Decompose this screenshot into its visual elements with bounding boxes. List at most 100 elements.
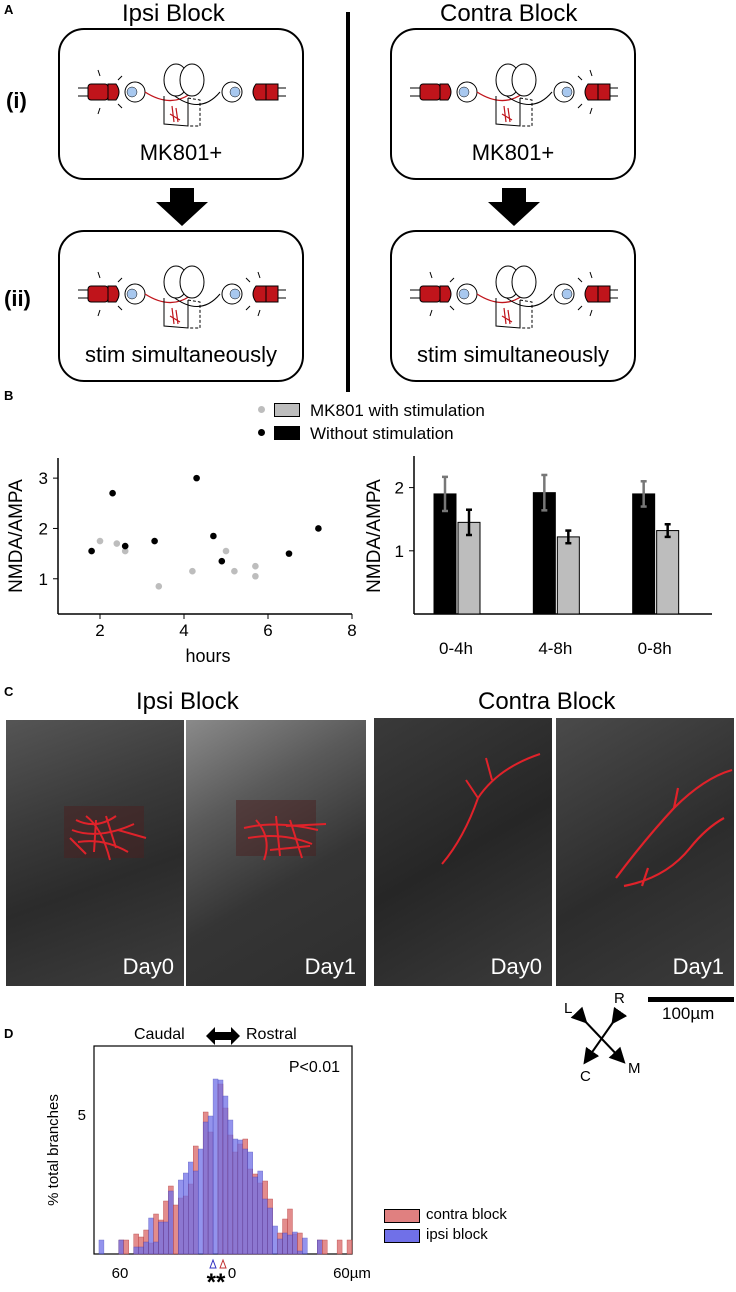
hist-bar-ipsi <box>232 1138 239 1255</box>
row-ii-label: (ii) <box>4 286 31 311</box>
ipsi-stim-box: stim simultaneously <box>58 230 304 382</box>
x-tick-label: 0-8h <box>638 639 672 658</box>
contra-day1-image: Day1 <box>556 718 734 986</box>
ipsi-stim-label: stim simultaneously <box>85 342 277 367</box>
hist-bar-ipsi <box>158 1221 164 1255</box>
scatter-point <box>193 474 200 482</box>
hist-bar-ipsi <box>237 1139 244 1255</box>
brain-outline <box>163 265 205 329</box>
contra-day0-image: Day0 <box>374 718 552 986</box>
panel-c-letter: C <box>4 684 14 699</box>
x-tick-label: 0-4h <box>439 639 473 658</box>
hist-bar-contra <box>322 1239 328 1255</box>
hist-bar-ipsi <box>207 1115 214 1255</box>
hist-bar-contra <box>336 1239 343 1255</box>
hist-bar-contra <box>346 1239 353 1255</box>
hist-bar-ipsi <box>98 1239 105 1255</box>
ipsi-block-title: Ipsi Block <box>122 0 225 27</box>
contra-median-marker <box>219 1258 227 1269</box>
hist-bar-ipsi <box>188 1161 194 1255</box>
led-right-on <box>577 271 618 317</box>
scatter-point <box>121 547 129 555</box>
hist-bar-ipsi <box>197 1148 204 1255</box>
eye-left <box>124 81 146 103</box>
brain-outline <box>495 63 537 127</box>
legend-gray-swatch <box>274 403 300 417</box>
legend-contra-label: contra block <box>426 1206 507 1223</box>
bar <box>632 493 656 615</box>
significance-stars: ** <box>207 1269 226 1290</box>
ipsi-median-marker <box>209 1258 217 1269</box>
eye-right <box>221 81 243 103</box>
hist-bar-contra <box>123 1239 129 1255</box>
hist-bar-ipsi <box>287 1234 293 1255</box>
legend-gray-dot <box>258 406 265 413</box>
panel-d-letter: D <box>4 1026 14 1041</box>
y-tick-label: 2 <box>39 519 48 538</box>
x-tick-label: 0 <box>228 1265 236 1282</box>
brain-outline <box>495 265 537 329</box>
scatter-point <box>151 537 158 545</box>
hist-bar-ipsi <box>143 1241 149 1255</box>
bar <box>556 536 580 615</box>
eye-right <box>553 283 575 305</box>
y-tick-label: 1 <box>39 570 48 589</box>
y-axis-label: % total branches <box>45 1094 62 1206</box>
scatter-point <box>315 525 322 532</box>
scatter-point <box>96 537 104 545</box>
scatter-point <box>113 540 121 547</box>
direction-rostral: Rostral <box>246 1026 297 1043</box>
hist-bar-ipsi <box>118 1239 124 1255</box>
scalebar <box>648 997 734 1002</box>
annotation: P<0.01 <box>289 1059 340 1076</box>
scatter-point <box>189 567 196 575</box>
hist-bar-ipsi <box>148 1217 154 1255</box>
legend-black-swatch <box>274 426 300 440</box>
panel-a-letter: A <box>4 2 14 17</box>
legend-gray-label: MK801 with stimulation <box>310 401 485 420</box>
hist-bar-ipsi <box>292 1231 298 1255</box>
bar-chart: 1 2 NMDA/AMPA 0-4h 4-8h 0-8h <box>364 456 712 658</box>
contra-stim-label: stim simultaneously <box>417 342 609 367</box>
scatter-point <box>222 547 230 555</box>
x-axis-label: hours <box>185 646 230 666</box>
y-axis-label: NMDA/AMPA <box>364 479 385 593</box>
scatter-point <box>210 532 217 540</box>
ipsi-down-arrow <box>156 188 208 226</box>
contra-i-diagram <box>410 63 618 127</box>
hist-bar-ipsi <box>252 1176 258 1255</box>
hist-bar-ipsi <box>217 1079 224 1255</box>
y-tick-label: 3 <box>39 469 48 488</box>
hist-bar-ipsi <box>242 1148 249 1255</box>
led-left-on <box>410 271 455 317</box>
x-tick-label: 60µm <box>333 1265 371 1282</box>
compass-m: M <box>628 1060 641 1077</box>
ipsi-day1-image: Day1 <box>186 720 366 986</box>
scatter-point <box>121 542 129 550</box>
hist-bar-ipsi <box>193 1170 199 1255</box>
hist-bar-ipsi <box>183 1172 189 1255</box>
contra-day0-axon <box>441 753 541 865</box>
orientation-compass-icon <box>570 1006 628 1065</box>
hist-bar-ipsi <box>168 1190 174 1255</box>
x-tick-label: 4-8h <box>538 639 572 658</box>
direction-caudal: Caudal <box>134 1026 185 1043</box>
ipsi-day0-axon <box>64 806 147 861</box>
double-arrow-icon <box>206 1027 240 1045</box>
hist-bar-ipsi <box>133 1246 139 1255</box>
hist-bar-ipsi <box>138 1246 144 1255</box>
hist-bar-ipsi <box>282 1232 288 1255</box>
scatter-point <box>231 567 238 575</box>
hist-bar-ipsi <box>212 1078 219 1255</box>
led-left-on <box>78 69 123 115</box>
contra-day1-axon <box>615 768 733 888</box>
legend-ipsi-swatch <box>384 1229 420 1243</box>
panel-b-letter: B <box>4 388 14 403</box>
contra-mk801-box: MK801+ <box>390 28 636 180</box>
ipsi-day0-label: Day0 <box>122 954 174 979</box>
hist-bar-ipsi <box>247 1151 253 1255</box>
scatter-plot: 2 4 6 8 1 2 3 hours NMDA/AMPA <box>6 458 357 666</box>
x-tick-label: 8 <box>347 621 356 640</box>
legend-contra-swatch <box>384 1209 420 1223</box>
eye-right <box>553 81 575 103</box>
